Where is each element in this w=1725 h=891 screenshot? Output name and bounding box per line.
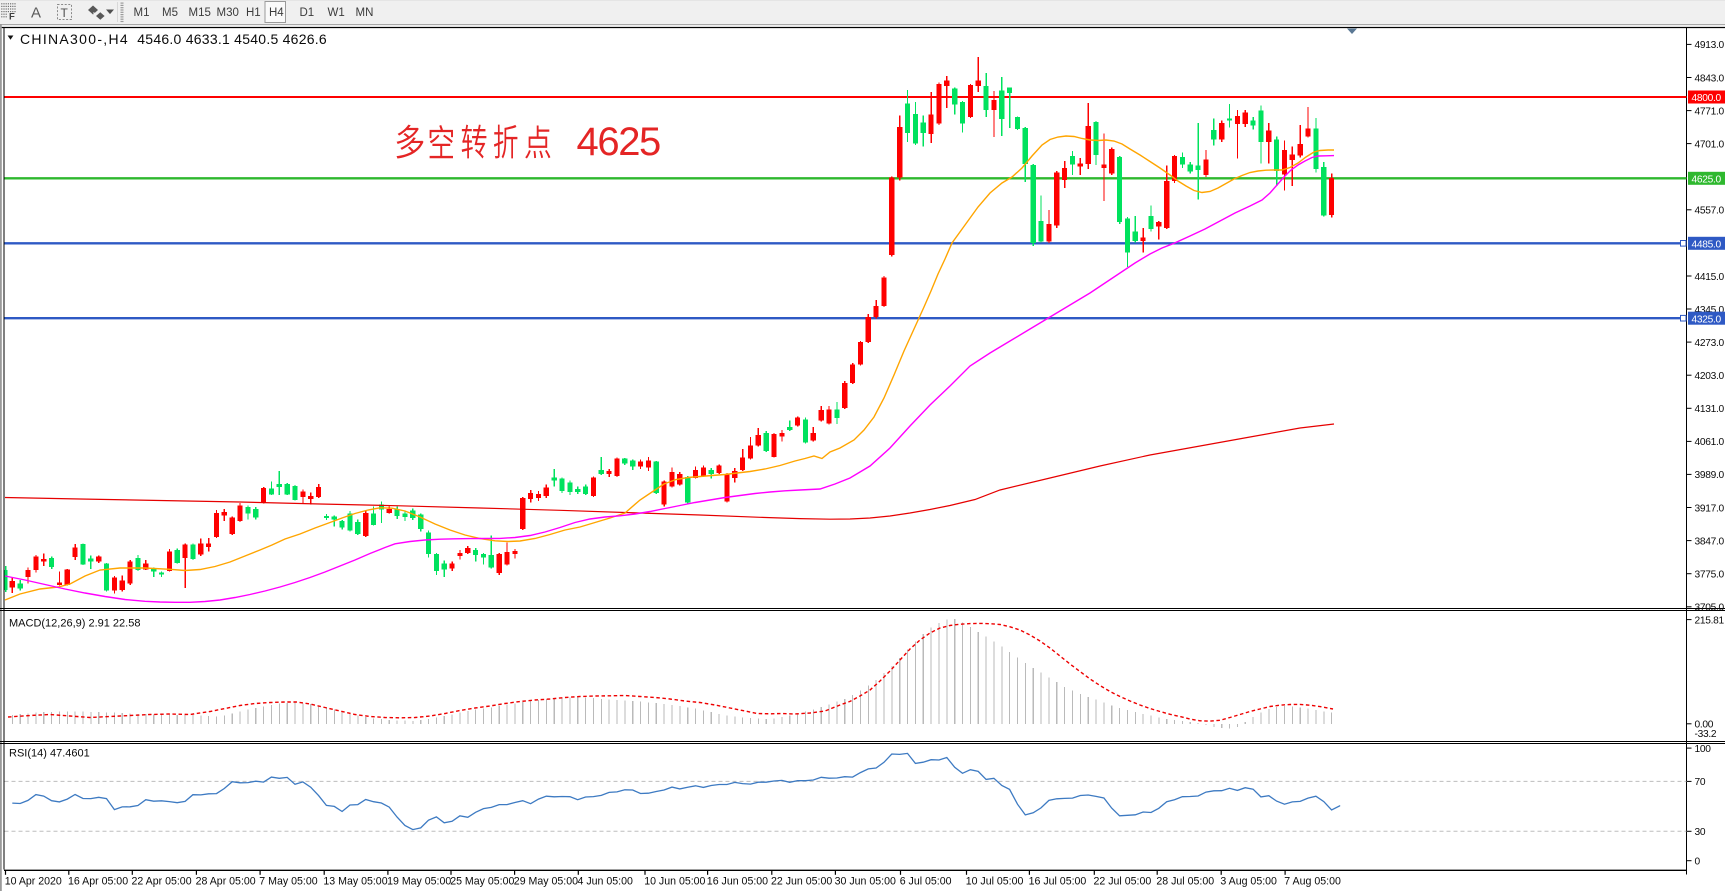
svg-text:16 Jul 05:00: 16 Jul 05:00 (1029, 875, 1087, 887)
svg-text:4203.0: 4203.0 (1695, 371, 1725, 382)
svg-text:16 Apr 05:00: 16 Apr 05:00 (68, 875, 128, 887)
svg-text:CHINA300-,H4 4546.0 4633.1 45: CHINA300-,H4 4546.0 4633.1 4540.5 4626.6 (20, 31, 327, 47)
svg-text:4771.0: 4771.0 (1695, 106, 1725, 117)
svg-text:3847.0: 3847.0 (1695, 536, 1725, 547)
svg-text:28 Apr 05:00: 28 Apr 05:00 (196, 875, 256, 887)
svg-text:4273.0: 4273.0 (1695, 338, 1725, 349)
svg-text:T: T (61, 6, 69, 20)
svg-text:0.00: 0.00 (1695, 720, 1714, 731)
svg-text:3917.0: 3917.0 (1695, 503, 1725, 514)
svg-text:0: 0 (1695, 857, 1701, 868)
svg-text:-33.2: -33.2 (1695, 729, 1717, 740)
svg-text:4131.0: 4131.0 (1695, 404, 1725, 415)
svg-text:100: 100 (1695, 744, 1712, 755)
svg-text:4325.0: 4325.0 (1692, 314, 1722, 325)
svg-text:10 Jul 05:00: 10 Jul 05:00 (966, 875, 1024, 887)
svg-text:4913.0: 4913.0 (1695, 40, 1725, 51)
svg-text:4625.0: 4625.0 (1692, 175, 1722, 186)
svg-text:4625: 4625 (577, 120, 661, 164)
svg-text:10 Jun 05:00: 10 Jun 05:00 (644, 875, 705, 887)
svg-text:30: 30 (1695, 827, 1706, 838)
svg-text:M30: M30 (217, 7, 239, 19)
svg-text:4 Jun 05:00: 4 Jun 05:00 (578, 875, 633, 887)
svg-text:28 Jul 05:00: 28 Jul 05:00 (1156, 875, 1214, 887)
svg-text:7 May 05:00: 7 May 05:00 (259, 875, 317, 887)
svg-text:3705.0: 3705.0 (1695, 603, 1725, 614)
svg-text:3989.0: 3989.0 (1695, 470, 1725, 481)
svg-text:70: 70 (1695, 777, 1706, 788)
svg-text:4843.0: 4843.0 (1695, 73, 1725, 84)
svg-text:7 Aug 05:00: 7 Aug 05:00 (1284, 875, 1341, 887)
svg-text:W1: W1 (328, 7, 345, 19)
svg-text:M15: M15 (189, 7, 211, 19)
svg-text:29 May 05:00: 29 May 05:00 (514, 875, 578, 887)
svg-text:3 Aug 05:00: 3 Aug 05:00 (1220, 875, 1277, 887)
svg-text:MACD(12,26,9) 2.91 22.58: MACD(12,26,9) 2.91 22.58 (9, 618, 140, 630)
svg-text:MN: MN (356, 7, 374, 19)
svg-text:30 Jun 05:00: 30 Jun 05:00 (835, 875, 896, 887)
svg-text:4415.0: 4415.0 (1695, 272, 1725, 283)
svg-text:H1: H1 (246, 7, 261, 19)
svg-text:4557.0: 4557.0 (1695, 206, 1725, 217)
svg-text:4061.0: 4061.0 (1695, 437, 1725, 448)
svg-text:M1: M1 (134, 7, 150, 19)
svg-text:4701.0: 4701.0 (1695, 139, 1725, 150)
svg-text:3775.0: 3775.0 (1695, 570, 1725, 581)
svg-text:19 May 05:00: 19 May 05:00 (387, 875, 451, 887)
svg-text:4485.0: 4485.0 (1692, 240, 1722, 251)
svg-text:A: A (31, 5, 41, 22)
svg-text:6 Jul 05:00: 6 Jul 05:00 (900, 875, 952, 887)
svg-text:25 May 05:00: 25 May 05:00 (450, 875, 514, 887)
svg-text:H4: H4 (269, 7, 284, 19)
svg-text:4345.0: 4345.0 (1695, 305, 1725, 316)
svg-text:F: F (9, 12, 15, 23)
svg-text:4800.0: 4800.0 (1692, 93, 1722, 104)
svg-text:16 Jun 05:00: 16 Jun 05:00 (707, 875, 768, 887)
svg-text:10 Apr 2020: 10 Apr 2020 (5, 875, 62, 887)
svg-text:22 Apr 05:00: 22 Apr 05:00 (132, 875, 192, 887)
svg-text:RSI(14) 47.4601: RSI(14) 47.4601 (9, 748, 90, 760)
svg-text:D1: D1 (300, 7, 315, 19)
svg-text:13 May 05:00: 13 May 05:00 (323, 875, 387, 887)
svg-text:22 Jul 05:00: 22 Jul 05:00 (1094, 875, 1152, 887)
svg-text:215.81: 215.81 (1695, 615, 1725, 626)
svg-text:22 Jun 05:00: 22 Jun 05:00 (771, 875, 832, 887)
svg-text:M5: M5 (162, 7, 178, 19)
